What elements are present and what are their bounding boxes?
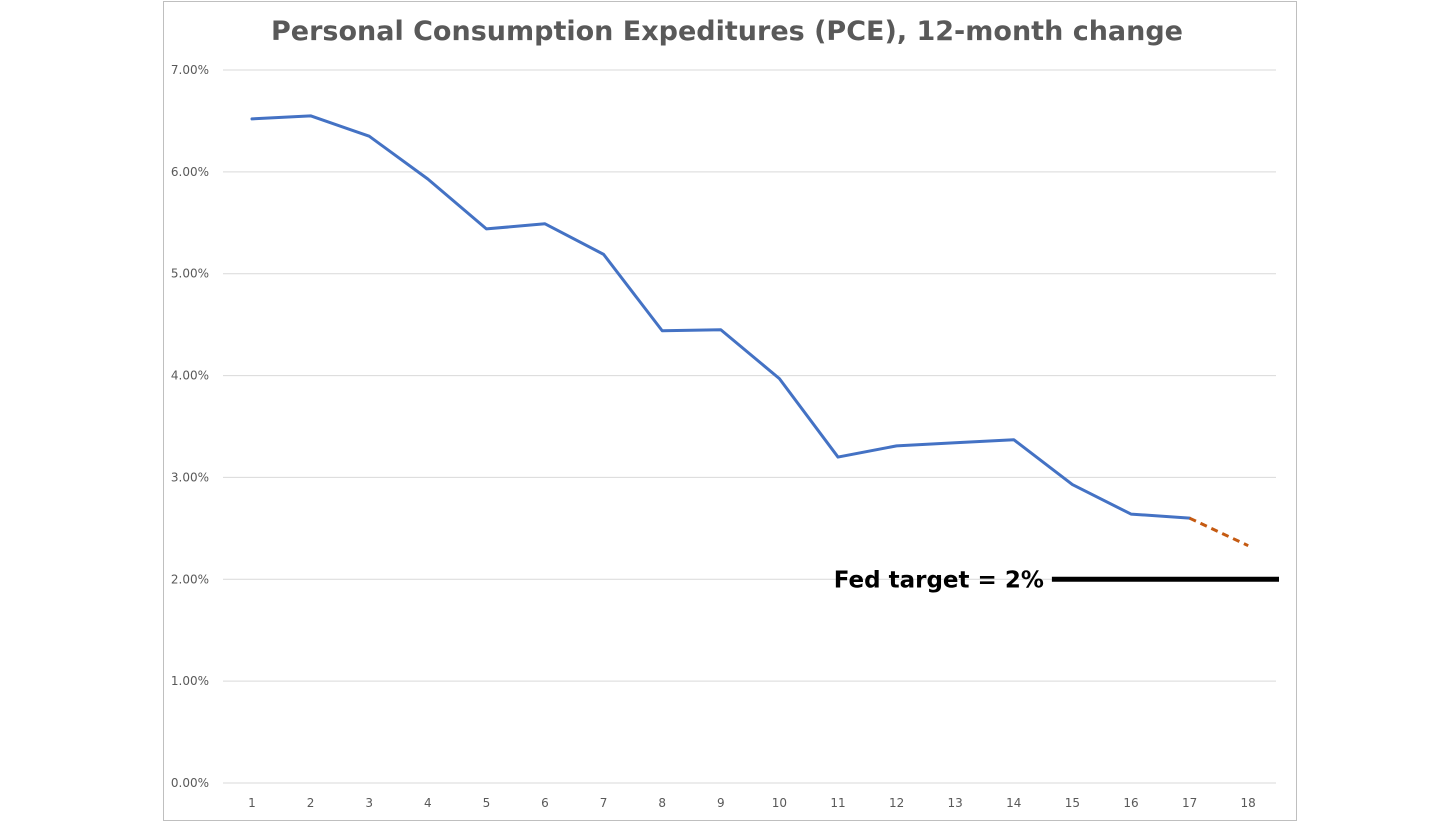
x-tick-label: 5 xyxy=(483,796,491,810)
y-tick-label: 7.00% xyxy=(171,63,209,77)
chart-frame xyxy=(163,1,1297,821)
x-tick-label: 17 xyxy=(1182,796,1197,810)
x-tick-label: 10 xyxy=(772,796,787,810)
y-tick-label: 3.00% xyxy=(171,470,209,484)
y-axis: 0.00% 1.00% 2.00% 3.00% 4.00% 5.00% 6.00% 7.00% xyxy=(171,63,209,790)
chart-title: Personal Consumption Expeditures (PCE), … xyxy=(271,16,1183,47)
x-tick-label: 18 xyxy=(1241,796,1256,810)
gridlines xyxy=(223,69,1276,784)
y-tick-label: 4.00% xyxy=(171,369,209,383)
x-tick-label: 13 xyxy=(948,796,963,810)
pce-line xyxy=(250,114,1192,520)
x-tick-label: 7 xyxy=(600,796,608,810)
x-tick-label: 3 xyxy=(365,796,373,810)
annotations: Fed target = 2% xyxy=(834,567,1279,593)
x-tick-label: 4 xyxy=(424,796,432,810)
y-tick-label: 2.00% xyxy=(171,572,209,586)
x-tick-label: 12 xyxy=(889,796,904,810)
x-tick-label: 11 xyxy=(830,796,845,810)
y-tick-label: 6.00% xyxy=(171,165,209,179)
x-tick-label: 15 xyxy=(1065,796,1080,810)
x-tick-label: 16 xyxy=(1123,796,1138,810)
x-tick-label: 2 xyxy=(307,796,315,810)
x-tick-label: 14 xyxy=(1006,796,1021,810)
projection-line xyxy=(1188,516,1249,548)
x-tick-label: 6 xyxy=(541,796,549,810)
series-lines xyxy=(250,114,1249,548)
x-axis: 1 2 3 4 5 6 7 8 9 10 11 12 13 14 15 16 17 18 xyxy=(248,796,1256,810)
fed-target-label: Fed target = 2% xyxy=(834,567,1044,593)
x-tick-label: 1 xyxy=(248,796,256,810)
y-tick-label: 1.00% xyxy=(171,674,209,688)
y-tick-label: 5.00% xyxy=(171,267,209,281)
y-tick-label: 0.00% xyxy=(171,776,209,790)
x-tick-label: 9 xyxy=(717,796,725,810)
x-tick-label: 8 xyxy=(658,796,666,810)
